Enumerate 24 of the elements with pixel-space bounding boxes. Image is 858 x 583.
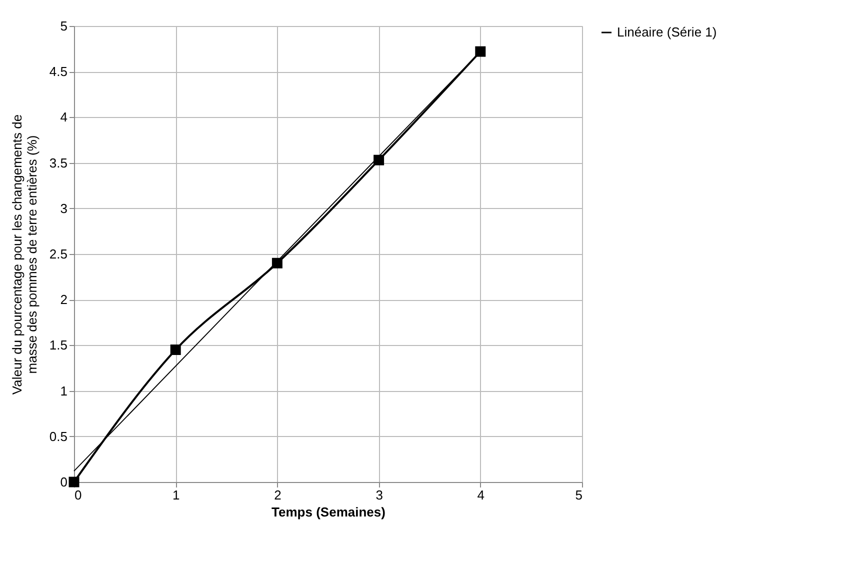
point — [475, 46, 486, 57]
x-tick-label: 2 — [274, 488, 282, 502]
y-tick-label: 3 — [60, 200, 68, 216]
legend-label: Linéaire (Série 1) — [617, 24, 717, 40]
y-tick-label: 5 — [60, 18, 68, 34]
y-tick-label: 1 — [60, 383, 68, 398]
y-tick-label: 3.5 — [49, 155, 68, 170]
y-tick-label: 0 — [60, 474, 68, 490]
y-tick-label: 1.5 — [49, 338, 68, 353]
y-tick-label: 4.5 — [49, 64, 68, 80]
x-tick-label: 4 — [477, 488, 485, 502]
x-tick-label: 0 — [74, 488, 82, 502]
y-tick-label: 2 — [60, 292, 68, 308]
y-tick-label: 0.5 — [49, 428, 68, 444]
y-tick-label: 4 — [60, 110, 68, 125]
x-tick-label: 1 — [172, 488, 180, 502]
point — [170, 344, 181, 356]
x-axis-title: Temps (Semaines) — [272, 504, 386, 520]
x-tick-label: 3 — [376, 488, 383, 502]
x-tick-label: 5 — [575, 488, 582, 502]
point — [374, 154, 384, 166]
point — [68, 476, 80, 488]
y-axis-title: Valeur du pourcentage pour les changements de masse des pommes de terre entières (%) — [9, 114, 40, 395]
y-tick-label: 2.5 — [49, 246, 68, 262]
